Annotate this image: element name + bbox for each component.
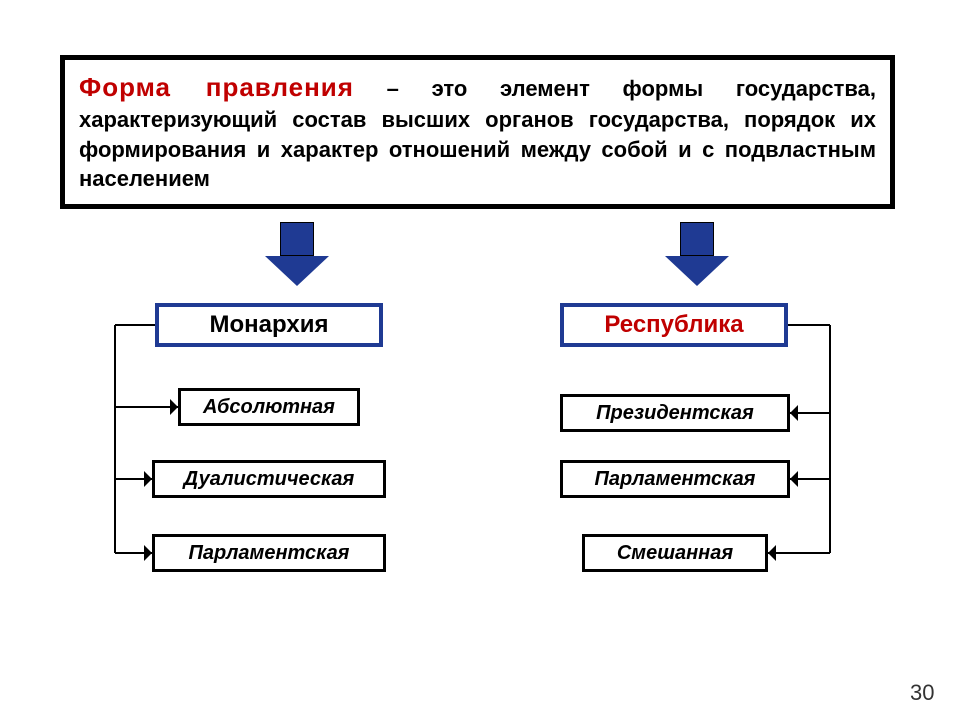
page-number: 30 [910, 680, 934, 706]
sub-box-right-0: Президентская [560, 394, 790, 432]
sub-box-right-1: Парламентская [560, 460, 790, 498]
sub-box-right-2: Смешанная [582, 534, 768, 572]
arrow-down-left [265, 222, 329, 286]
category-republic: Республика [560, 303, 788, 347]
diagram-canvas: Форма правления – это элемент формы госу… [0, 0, 960, 720]
page-number-value: 30 [910, 680, 934, 705]
arrow-down-right [665, 222, 729, 286]
definition-box: Форма правления – это элемент формы госу… [60, 55, 895, 209]
sub-box-left-0: Абсолютная [178, 388, 360, 426]
sub-box-left-2: Парламентская [152, 534, 386, 572]
definition-title: Форма правления [79, 72, 354, 102]
category-monarchy: Монархия [155, 303, 383, 347]
category-republic-label: Республика [604, 311, 743, 339]
sub-box-left-1: Дуалистическая [152, 460, 386, 498]
category-monarchy-label: Монархия [210, 311, 329, 339]
